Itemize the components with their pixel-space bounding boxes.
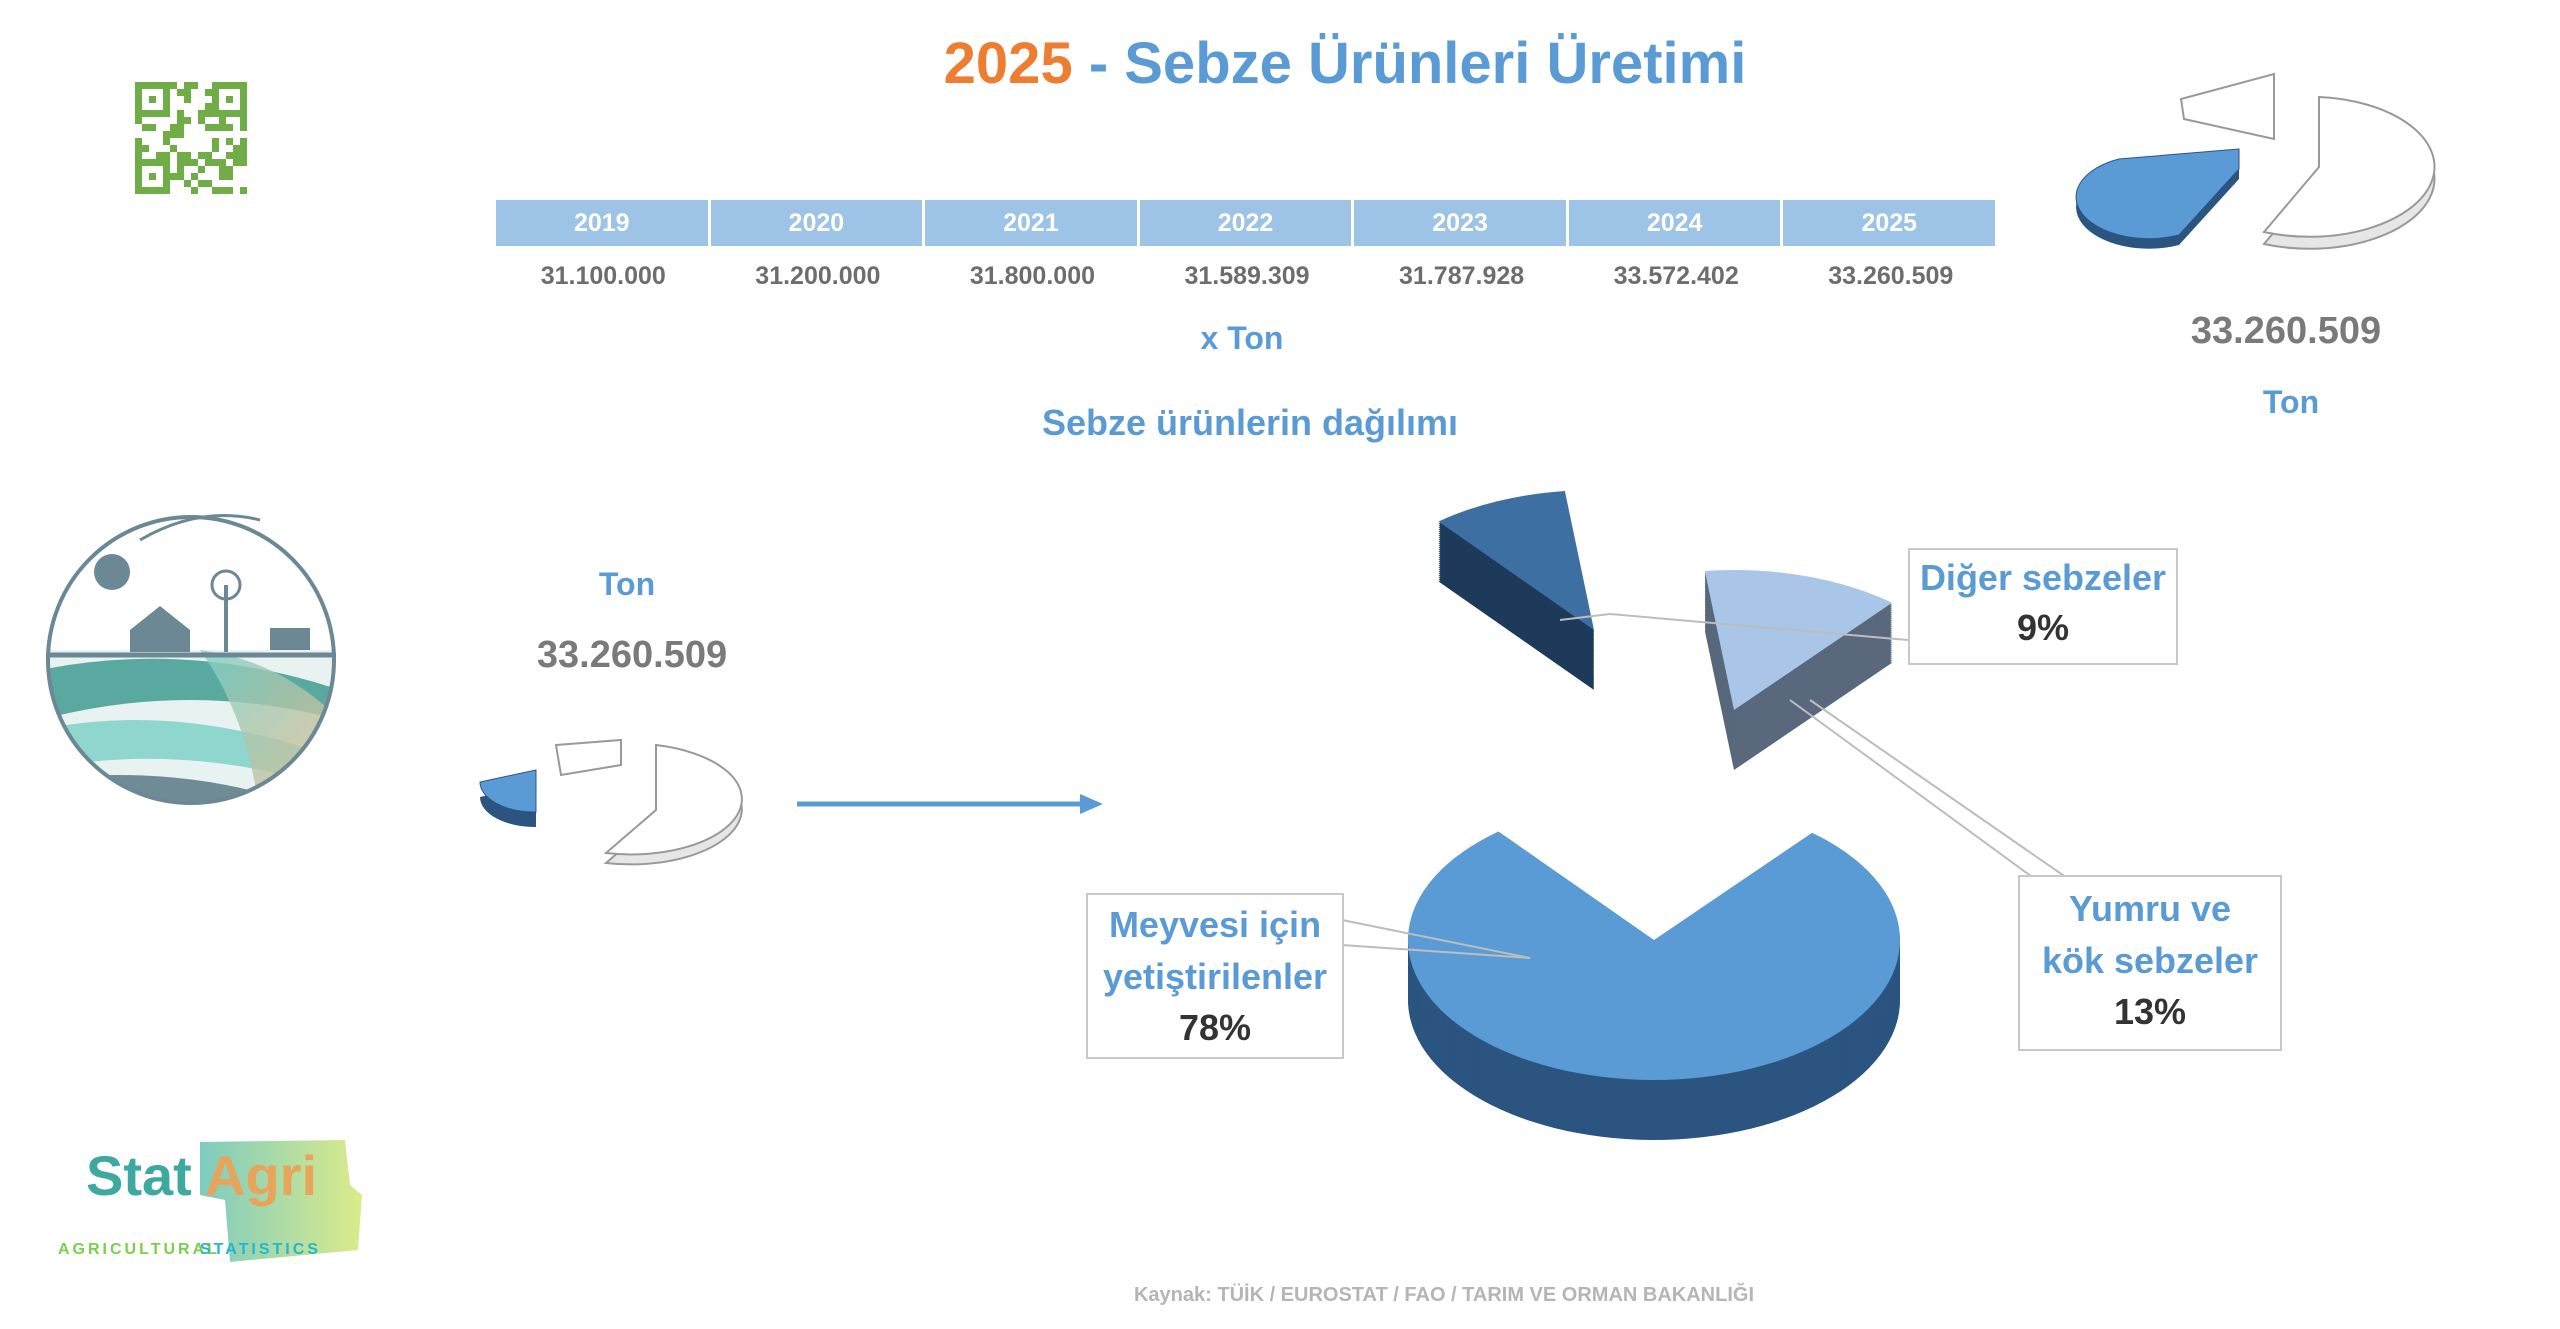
label-percent: 78% [1178,1007,1252,1048]
small-pie-icon-left [479,738,743,866]
label-category: Yumru ve kök sebzeler [2041,888,2259,981]
flow-arrow [797,794,1103,814]
table-cell-value: 31.200.000 [755,262,881,290]
leader-line-diger [1559,612,1909,641]
right-total-value: 33.260.509 [2190,310,2382,352]
pie-slice-meyvesi [1407,831,1901,1140]
label-percent: 13% [2113,991,2187,1032]
table-unit: x Ton [1200,320,1284,356]
table-header-year: 2021 [925,200,1140,246]
data-label-meyvesi: Meyvesi için yetiştirilenler 78% [1086,893,1344,1059]
farm-illustration-icon [46,514,336,805]
small-pie-icon-right [2075,72,2436,250]
right-unit: Ton [2262,384,2320,420]
leader-lines [1341,612,2071,959]
qr-code-icon [135,82,247,194]
table-cell-value: 33.260.509 [1828,262,1954,290]
table-header-year: 2025 [1783,200,1999,246]
table-header-year: 2022 [1139,200,1355,246]
label-percent: 9% [2016,607,2070,648]
svg-text:Agri: Agri [205,1144,317,1207]
pie-slice-top [1438,490,1594,630]
distribution-title: Sebze ürünlerin dağılımı [1041,402,1459,443]
leader-line-meyvesi [1341,919,1531,959]
pie-chart [1407,490,1901,1140]
pie-slice-top [1407,831,1901,1081]
leader-line-yumru [1809,699,2071,881]
data-label-yumru: Yumru ve kök sebzeler 13% [2018,875,2282,1051]
title-text: - Sebze Ürünleri Üretimi [1072,31,1747,96]
left-total-value: 33.260.509 [536,634,728,676]
statagri-logo: Stat Agri AGRICULTURAL STATISTICS [58,1140,362,1262]
title-year: 2025 [943,31,1073,96]
svg-text:Stat: Stat [86,1144,192,1207]
table-cell-value: 33.572.402 [1613,262,1739,290]
production-table: 2019 2020 2021 2022 2023 2024 2025 31.100.000 3… [496,200,1999,306]
pie-slice-diger [1438,490,1594,690]
pie-slice-top [1704,570,1893,710]
pie-slice-yumru [1704,570,1893,770]
table-cell-value: 31.787.928 [1399,262,1525,290]
label-category: Diğer sebzeler [1919,557,2167,598]
page-title: 2025 - Sebze Ürünleri Üretimi [0,30,2560,97]
table-cell-value: 31.800.000 [969,262,1095,290]
data-label-diger: Diğer sebzeler 9% [1908,548,2178,665]
label-category: Meyvesi için yetiştirilenler [1102,904,1328,997]
svg-text:AGRICULTURAL: AGRICULTURAL [58,1241,220,1258]
leader-line-meyvesi [1341,944,1531,959]
table-header-year: 2020 [710,200,926,246]
left-unit: Ton [598,566,656,602]
source-note: Kaynak: TÜİK / EUROSTAT / FAO / TARIM VE… [1133,1284,1755,1306]
svg-text:STATISTICS: STATISTICS [200,1241,321,1258]
table-cell-value: 31.100.000 [540,262,666,290]
leader-line-yumru [1789,699,2051,891]
table-cell-value: 31.589.309 [1184,262,1310,290]
table-header-year: 2024 [1568,200,1784,246]
table-header-row: 2019 2020 2021 2022 2023 2024 2025 [496,200,1999,246]
table-header-year: 2023 [1354,200,1569,246]
table-header-year: 2019 [496,200,711,246]
table-value-row: 31.100.000 31.200.000 31.800.000 31.589.309… [496,246,1998,306]
